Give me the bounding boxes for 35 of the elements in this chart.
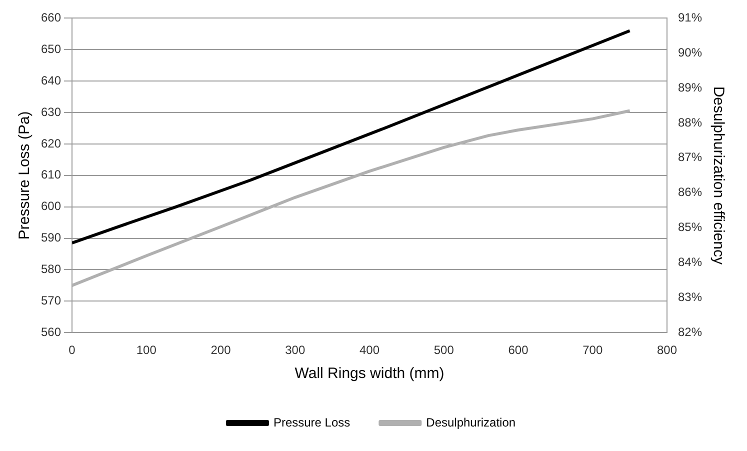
y-tick-label: 570 [40, 293, 62, 308]
y2-tick-label: 86% [678, 185, 702, 200]
y-tick-label: 660 [40, 10, 62, 25]
y-tick-label: 620 [40, 136, 62, 150]
x-axis-title: Wall Rings width (mm) [294, 365, 444, 382]
x-tick-label: 300 [285, 343, 306, 358]
y2-tick-label: 90% [678, 45, 702, 60]
x-tick-label: 500 [434, 343, 454, 358]
y2-tick-label: 87% [678, 150, 702, 164]
y2-tick-label: 84% [678, 255, 702, 270]
y-axis-title: Pressure Loss (Pa) [16, 111, 34, 240]
y-tick-label: 640 [40, 73, 62, 88]
y-tick-label: 560 [40, 324, 62, 339]
x-tick-label: 0 [68, 343, 76, 358]
x-tick-label: 200 [210, 343, 232, 358]
legend-label: Pressure Loss [273, 415, 350, 430]
y2-axis-title: Desulphurization efficiency [710, 86, 727, 265]
x-tick-label: 600 [508, 343, 529, 358]
x-tick-label: 800 [656, 343, 678, 358]
y2-tick-label: 82% [678, 324, 702, 339]
legend-label: Desulphurization [426, 415, 516, 430]
y-tick-label: 600 [40, 199, 62, 214]
y-tick-label: 650 [40, 42, 62, 56]
x-tick-label: 700 [582, 343, 603, 358]
y2-tick-label: 83% [678, 290, 702, 304]
y-tick-label: 590 [40, 230, 62, 245]
y2-tick-label: 85% [678, 220, 702, 234]
y2-tick-label: 89% [678, 80, 702, 94]
y2-tick-label: 88% [678, 115, 702, 130]
y2-tick-label: 91% [678, 10, 702, 25]
x-tick-label: 400 [359, 343, 380, 358]
x-tick-label: 100 [136, 343, 157, 358]
y-tick-label: 610 [40, 168, 62, 182]
y-tick-label: 630 [40, 104, 62, 119]
y-tick-label: 580 [40, 262, 62, 276]
